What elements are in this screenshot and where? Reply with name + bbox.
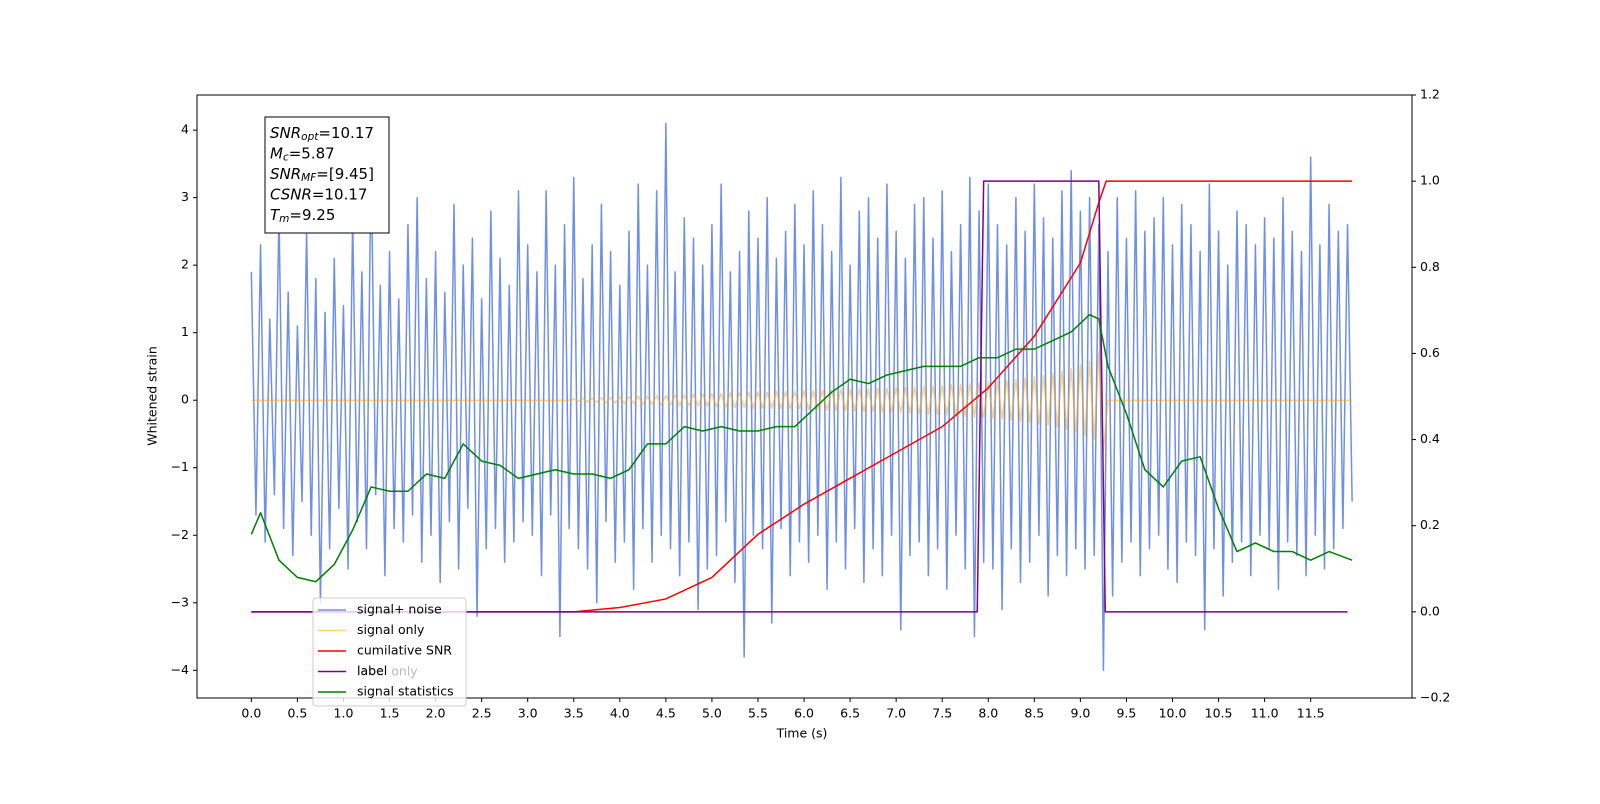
x-tick-label: 0.5 [287,706,307,721]
series-line [251,180,1353,613]
x-tick-label: 8.5 [1024,706,1044,721]
y2-tick-label: 0.8 [1420,259,1440,274]
annotation-value: =9.25 [289,206,335,224]
series-line [250,122,1353,672]
x-tick-label: 10.0 [1159,706,1187,721]
annotation-line: SNRopt=10.17 [270,124,374,144]
series-line [251,180,1348,613]
x-tick-label: 0.0 [241,706,261,721]
y-tick-label: −1 [171,459,189,474]
annotation-line: Mc=5.87 [270,144,335,164]
x-tick-label: 1.5 [380,706,400,721]
annotation-value: =10.17 [312,185,368,203]
y-tick-label: 1 [181,324,189,339]
x-tick-label: 10.5 [1205,706,1233,721]
legend-overlap-text: label only [357,664,418,679]
x-tick-label: 6.0 [794,706,814,721]
y2-tick-label: 0.6 [1420,345,1440,360]
x-tick-label: 8.0 [978,706,998,721]
y-tick-label: −2 [171,527,189,542]
y-tick-label: 0 [181,392,189,407]
annotation-symbol: SNR [270,165,301,183]
y-axis-label: Whitened strain [145,346,160,445]
y2-tick-label: 0.2 [1420,517,1440,532]
legend-frame [312,597,467,707]
annotation-value: =[9.45] [316,165,374,183]
x-tick-label: 11.5 [1297,706,1325,721]
legend-label: signal only [357,622,425,637]
y-tick-label: 2 [181,257,189,272]
x-tick-label: 2.5 [472,706,492,721]
x-axis-label: Time (s) [776,726,828,741]
annotation-symbol: M [270,144,283,162]
legend-label: signal+ noise [357,602,442,617]
x-tick-label: 2.0 [426,706,446,721]
y2-tick-label: 0.0 [1420,603,1440,618]
y2-tick-label: −0.2 [1420,690,1450,705]
annotation-subscript: m [279,213,289,225]
x-tick-label: 7.5 [932,706,952,721]
y2-tick-label: 0.4 [1420,431,1440,446]
y-tick-label: 3 [181,189,189,204]
annotation-box: SNRopt=10.17Mc=5.87SNRMF=[9.45]CSNR=10.1… [264,116,390,234]
legend-label: cumilative SNR [357,643,452,658]
legend-label: signal statistics [357,684,454,699]
annotation-frame [264,116,390,234]
x-tick-label: 5.5 [748,706,768,721]
x-tick-label: 1.0 [334,706,354,721]
annotation-subscript: MF [301,172,317,184]
annotation-line: CSNR=10.17 [270,185,367,203]
x-tick-label: 4.5 [656,706,676,721]
annotation-subscript: opt [301,131,319,143]
annotation-symbol: CSNR [270,185,312,203]
x-tick-label: 3.0 [518,706,538,721]
series-line [250,313,1353,583]
annotation-symbol: T [270,206,281,224]
x-tick-label: 4.0 [610,706,630,721]
legend: label only signal+ noise signal only cumila… [312,597,467,707]
x-tick-label: 7.0 [886,706,906,721]
annotation-line: Tm=9.25 [270,206,335,226]
annotation-value: =10.17 [318,124,374,142]
x-tick-label: 9.0 [1070,706,1090,721]
annotation-line: SNRMF=[9.45] [270,165,374,185]
y-tick-label: 4 [181,122,189,137]
annotation-value: =5.87 [289,144,335,162]
x-tick-label: 9.5 [1116,706,1136,721]
x-tick-label: 11.0 [1251,706,1279,721]
y-tick-label: −3 [171,594,189,609]
y-tick-label: −4 [171,662,189,677]
annotation-symbol: SNR [270,124,301,142]
legend-label: label [357,663,387,678]
y2-tick-label: 1.2 [1420,87,1440,102]
x-tick-label: 5.0 [702,706,722,721]
x-tick-label: 6.5 [840,706,860,721]
series-line [251,352,1353,452]
y2-tick-label: 1.0 [1420,173,1440,188]
x-tick-label: 3.5 [564,706,584,721]
annotation-subscript: c [283,152,289,164]
